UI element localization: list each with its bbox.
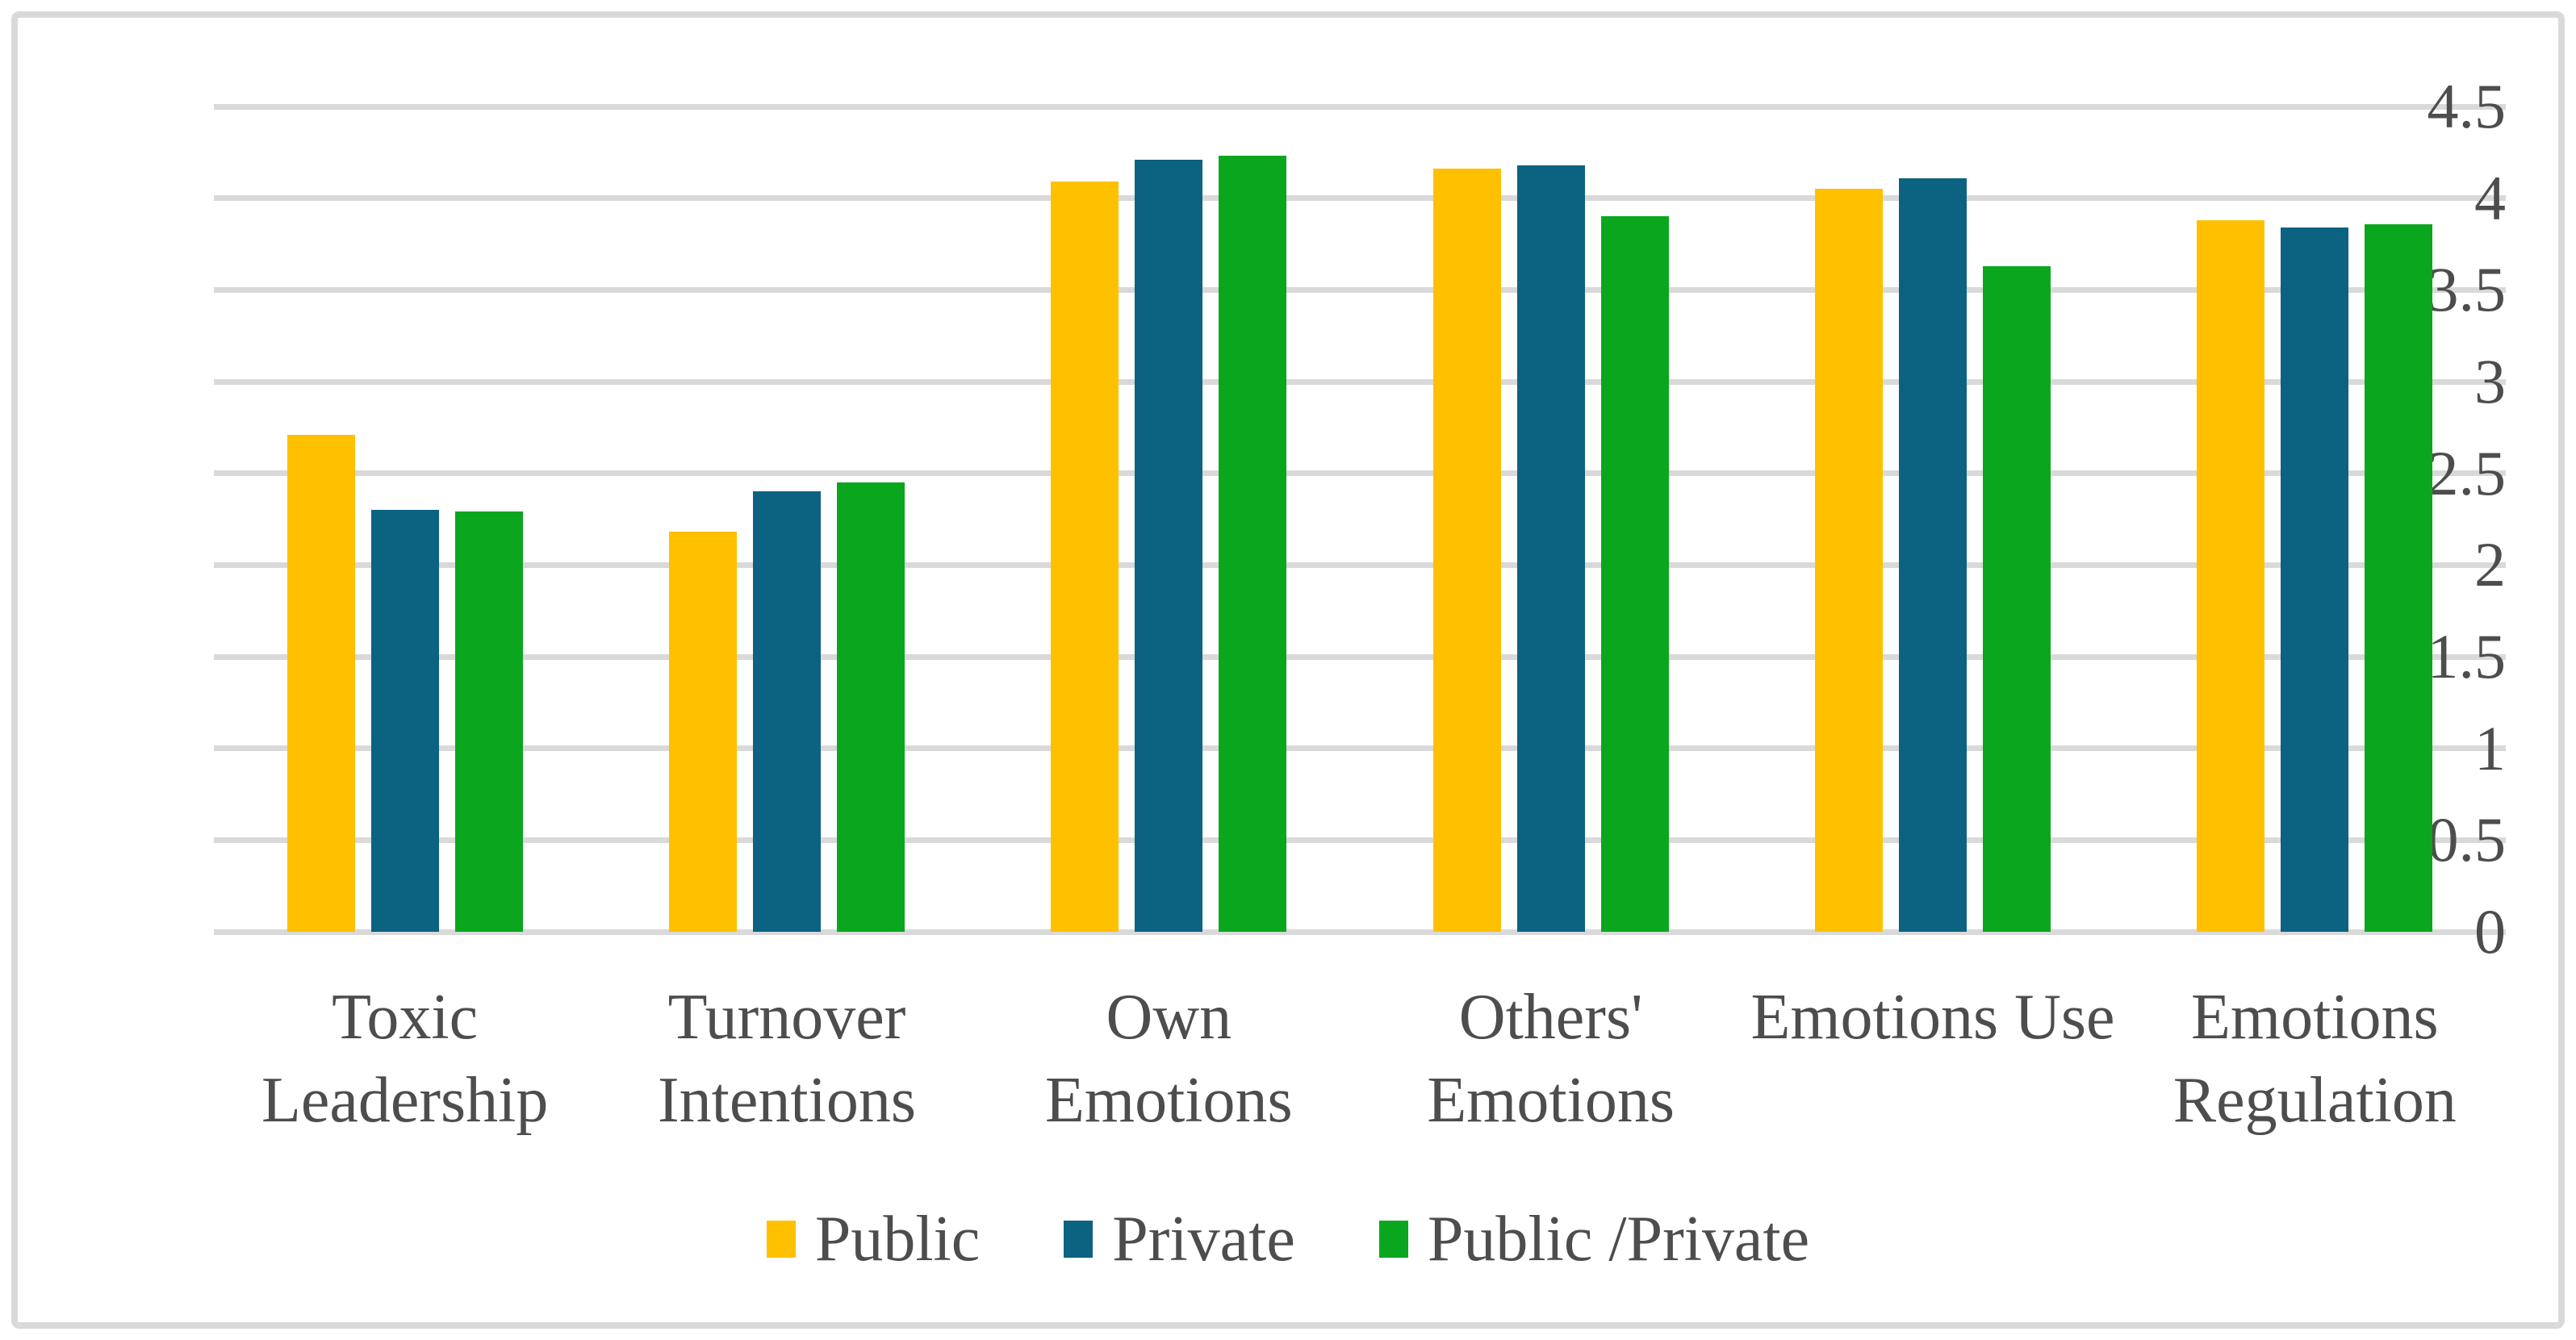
- gridline-y-2: [214, 561, 2506, 568]
- legend-label: Public /Private: [1427, 1204, 1810, 1275]
- legend-label: Public: [814, 1204, 981, 1275]
- y-tick-label-4: 4: [2474, 162, 2506, 233]
- y-tick-label-3: 3: [2474, 346, 2506, 416]
- category-label-emotions-use: Emotions Use: [1750, 982, 2115, 1053]
- chart-frame: 0 0.5 1 1.5 2 2.5 3 3.5 4 4.5 Toxic Leadership Tur…: [11, 11, 2565, 1329]
- legend-swatch-icon: [1064, 1221, 1094, 1258]
- bar-private-own-emotions: [1135, 159, 1203, 932]
- x-axis-category-labels: Toxic Leadership Turnover Intentions Own E…: [18, 18, 2558, 1322]
- gridline-y-3: [214, 378, 2506, 385]
- y-tick-label-1: 1: [2474, 712, 2506, 783]
- y-tick-label-3.5: 3.5: [2427, 254, 2507, 325]
- bar-private-emotions-use: [1899, 177, 1967, 932]
- y-tick-label-4.5: 4.5: [2427, 71, 2507, 141]
- y-tick-label-2.5: 2.5: [2427, 437, 2507, 508]
- bar-public-emotions-use: [1815, 189, 1883, 932]
- gridline-y-2.5: [214, 470, 2506, 477]
- legend-item-private: Private: [1064, 1202, 1295, 1276]
- gridline-y-0.5: [214, 837, 2506, 843]
- category-label-others-emotions: Others' Emotions: [1427, 982, 1675, 1136]
- y-tick-label-2: 2: [2474, 529, 2506, 600]
- y-tick-label-0.5: 0.5: [2427, 804, 2507, 875]
- category-label-toxic-leadership: Toxic Leadership: [261, 982, 549, 1136]
- bar-public-private-others-emotions: [1600, 216, 1669, 932]
- x-axis-line: [214, 929, 2506, 935]
- legend-item-public: Public: [766, 1202, 981, 1276]
- bar-private-turnover-intentions: [753, 491, 821, 932]
- bar-public-own-emotions: [1051, 182, 1119, 932]
- bar-public-private-emotions-regulation: [2365, 223, 2433, 932]
- bar-public-emotions-regulation: [2197, 219, 2265, 932]
- gridline-y-4: [214, 195, 2506, 202]
- gridline-y-3.5: [214, 286, 2506, 293]
- bar-public-private-own-emotions: [1219, 156, 1287, 932]
- category-label-own-emotions: Own Emotions: [1044, 982, 1293, 1136]
- legend: Public Private Public /Private: [18, 1202, 2558, 1276]
- bar-private-toxic-leadership: [370, 510, 439, 932]
- bar-private-others-emotions: [1516, 165, 1585, 932]
- gridline-y-1.5: [214, 653, 2506, 660]
- category-label-emotions-regulation: Emotions Regulation: [2172, 982, 2457, 1136]
- legend-swatch-icon: [1378, 1221, 1408, 1258]
- bar-public-others-emotions: [1432, 169, 1501, 932]
- y-tick-label-1.5: 1.5: [2427, 621, 2507, 691]
- plot-area: 0 0.5 1 1.5 2 2.5 3 3.5 4 4.5: [214, 71, 2507, 966]
- bar-public-toxic-leadership: [286, 434, 355, 932]
- bar-public-private-emotions-use: [1983, 265, 2051, 932]
- category-label-turnover-intentions: Turnover Intentions: [658, 982, 916, 1136]
- legend-item-public-private: Public /Private: [1378, 1202, 1810, 1276]
- y-tick-label-0: 0: [2474, 896, 2506, 966]
- legend-swatch-icon: [766, 1221, 796, 1258]
- legend-label: Private: [1112, 1204, 1295, 1275]
- bar-private-emotions-regulation: [2281, 228, 2349, 932]
- bar-public-private-toxic-leadership: [454, 511, 523, 932]
- gridline-y-1: [214, 745, 2506, 752]
- bar-public-turnover-intentions: [669, 532, 737, 932]
- gridline-y-4.5: [214, 103, 2506, 110]
- bar-public-private-turnover-intentions: [837, 482, 905, 932]
